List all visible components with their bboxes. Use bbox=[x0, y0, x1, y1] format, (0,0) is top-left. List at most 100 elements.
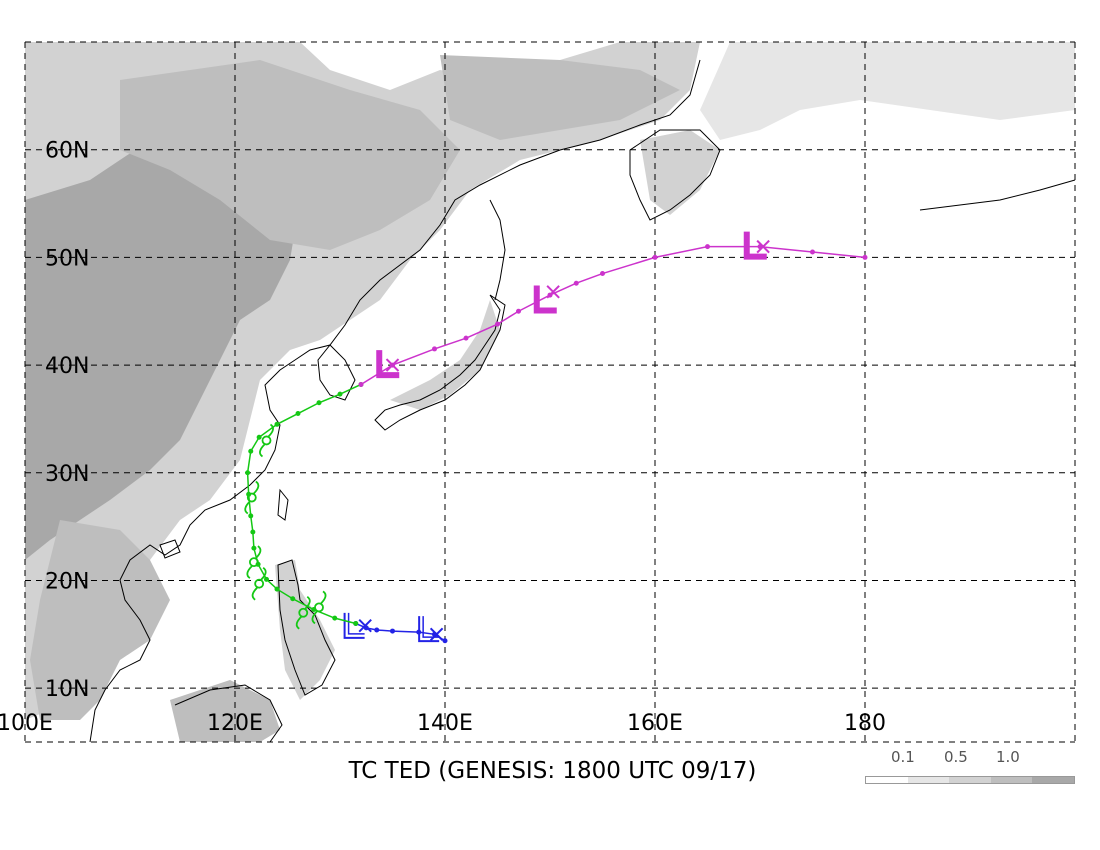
x-stroke bbox=[546, 285, 560, 299]
legend-swatch bbox=[949, 777, 991, 783]
storm-arm bbox=[267, 423, 274, 438]
low-symbol bbox=[418, 616, 440, 643]
tropical-storm-symbol bbox=[311, 590, 327, 625]
axis-labels: 100E 120E 140E 160E 180 10N 20N 30N 40N 50N 60N bbox=[0, 139, 886, 736]
low-l-mark bbox=[743, 231, 767, 260]
track-point bbox=[432, 346, 437, 352]
chart-title: TC TED (GENESIS: 1800 UTC 09/17) bbox=[348, 758, 757, 784]
track-point bbox=[600, 271, 605, 277]
track-point bbox=[256, 434, 262, 440]
asia-dark-shade bbox=[25, 120, 300, 560]
storm-core bbox=[314, 602, 324, 613]
mongolia-shade bbox=[120, 60, 460, 250]
lat-tick-label: 20N bbox=[45, 569, 89, 594]
position-x-marker bbox=[546, 285, 560, 299]
track-point bbox=[390, 628, 395, 634]
storm-arm bbox=[244, 500, 251, 515]
kamchatka-shade bbox=[640, 130, 720, 215]
lon-tick-label: 100E bbox=[0, 711, 53, 736]
northeast-siberia-shade bbox=[700, 42, 1075, 140]
track-point bbox=[652, 254, 658, 260]
low-symbol bbox=[743, 231, 767, 260]
track-point bbox=[862, 254, 868, 260]
storm-arm bbox=[251, 587, 258, 601]
track-point bbox=[248, 513, 254, 519]
legend-swatch bbox=[1032, 777, 1074, 783]
lat-lon-grid bbox=[24, 41, 1076, 743]
tropical-storm-symbol bbox=[259, 423, 274, 458]
track-point bbox=[332, 615, 338, 621]
storm-core bbox=[261, 435, 272, 446]
lat-tick-label: 40N bbox=[45, 354, 89, 379]
land-shading bbox=[25, 42, 1075, 742]
lon-tick-label: 180 bbox=[844, 711, 886, 736]
lat-tick-label: 50N bbox=[45, 246, 89, 271]
intensity-legend: 0.1 0.5 1.0 bbox=[864, 748, 1076, 788]
track-point bbox=[463, 335, 469, 341]
tropical-storm-symbol bbox=[244, 480, 260, 515]
position-x-marker bbox=[756, 239, 770, 254]
track-point bbox=[245, 470, 251, 476]
philippines-coastline bbox=[277, 559, 336, 696]
track-point bbox=[295, 411, 301, 417]
storm-arm bbox=[253, 480, 260, 495]
lat-tick-label: 60N bbox=[45, 139, 89, 164]
track-point bbox=[274, 421, 280, 427]
lon-tick-label: 120E bbox=[207, 711, 263, 736]
track-point bbox=[264, 576, 269, 582]
japan-coastline bbox=[374, 294, 506, 431]
legend-label-0: 0.1 bbox=[891, 748, 915, 766]
taiwan-coastline bbox=[277, 488, 289, 521]
position-x-marker bbox=[358, 618, 372, 633]
storm-tracks bbox=[244, 231, 868, 644]
lon-tick-label: 140E bbox=[417, 711, 473, 736]
storm-arm bbox=[260, 566, 267, 581]
storm-core bbox=[248, 557, 259, 568]
storm-core bbox=[246, 492, 257, 503]
lat-tick-label: 30N bbox=[45, 462, 89, 487]
low-l-mark bbox=[376, 350, 400, 379]
low-l-mark bbox=[347, 612, 365, 635]
legend-swatch bbox=[866, 777, 908, 783]
korea-coastline bbox=[317, 344, 356, 401]
legend-swatch bbox=[990, 777, 1033, 783]
low-symbol bbox=[533, 285, 557, 314]
track-line-storm bbox=[246, 383, 362, 625]
track-point bbox=[358, 381, 364, 387]
track-point bbox=[250, 529, 256, 535]
alaska-coastline bbox=[919, 179, 1076, 211]
x-stroke bbox=[429, 627, 444, 642]
track-point bbox=[374, 627, 380, 633]
track-point bbox=[248, 448, 254, 454]
x-stroke bbox=[358, 618, 372, 633]
sakhalin-coastline bbox=[489, 199, 506, 301]
track-point bbox=[274, 586, 280, 592]
indochina-shade bbox=[30, 520, 170, 720]
tropical-storm-symbol bbox=[251, 566, 267, 601]
track-point bbox=[810, 249, 815, 255]
hainan-coastline bbox=[159, 539, 181, 559]
track-point bbox=[316, 400, 322, 406]
philippines-shade bbox=[275, 560, 335, 700]
position-x-marker bbox=[385, 358, 400, 372]
legend-label-2: 1.0 bbox=[996, 748, 1020, 766]
storm-arm bbox=[295, 616, 302, 630]
lon-tick-label: 160E bbox=[627, 711, 683, 736]
track-point bbox=[251, 545, 257, 551]
position-x-marker bbox=[429, 627, 444, 642]
track-point bbox=[516, 308, 521, 314]
tropical-storm-symbol bbox=[295, 596, 311, 630]
storm-arm bbox=[320, 590, 327, 605]
borneo-coastline bbox=[174, 684, 283, 743]
track-point bbox=[290, 596, 296, 602]
legend-swatch bbox=[907, 777, 950, 783]
track-line-extratropical bbox=[360, 245, 866, 386]
storm-core bbox=[254, 578, 265, 589]
storm-core bbox=[298, 607, 309, 618]
asia-coastline bbox=[89, 59, 701, 743]
kamchatka-coastline bbox=[629, 129, 721, 221]
low-l-mark bbox=[418, 616, 440, 643]
track-point bbox=[353, 621, 359, 627]
storm-arm bbox=[311, 610, 318, 625]
